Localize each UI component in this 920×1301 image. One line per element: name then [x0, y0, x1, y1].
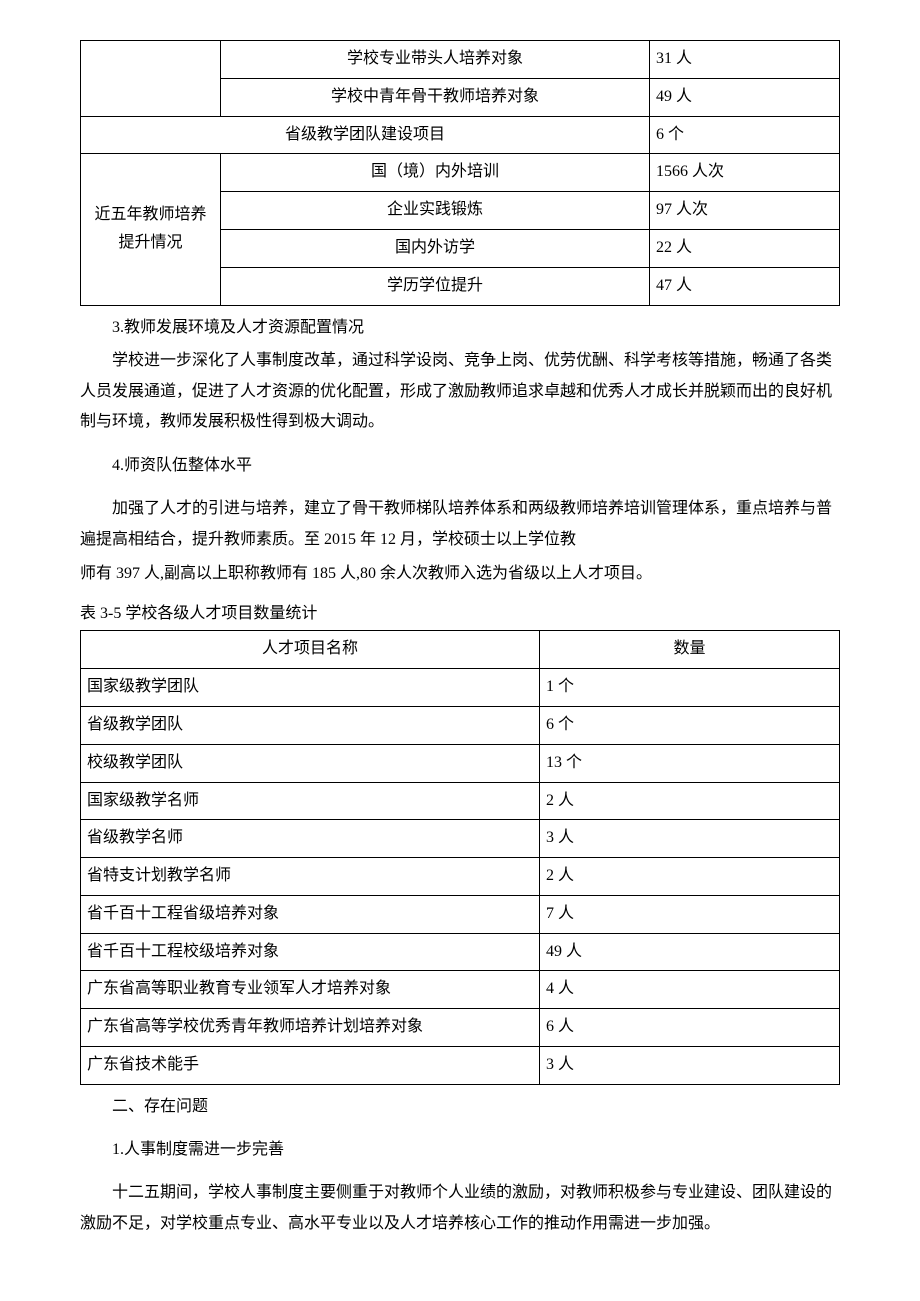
heading-sec4: 4.师资队伍整体水平	[80, 452, 840, 481]
cell-name: 广东省高等职业教育专业领军人才培养对象	[81, 971, 540, 1009]
cell-value: 1566 人次	[650, 154, 840, 192]
para-sec3: 学校进一步深化了人事制度改革，通过科学设岗、竞争上岗、优劳优酬、科学考核等措施，…	[80, 346, 840, 437]
cell-value: 22 人	[650, 229, 840, 267]
cell-value: 49 人	[650, 78, 840, 116]
cell-name: 国家级教学团队	[81, 669, 540, 707]
cell-qty: 6 个	[540, 706, 840, 744]
cell-qty: 1 个	[540, 669, 840, 707]
table-row: 广东省技术能手 3 人	[81, 1047, 840, 1085]
para-problems-1: 十二五期间，学校人事制度主要侧重于对教师个人业绩的激励，对教师积极参与专业建设、…	[80, 1178, 840, 1239]
table-row: 广东省高等职业教育专业领军人才培养对象 4 人	[81, 971, 840, 1009]
col-header-name: 人才项目名称	[81, 631, 540, 669]
cell-value: 47 人	[650, 267, 840, 305]
table-row: 学校专业带头人培养对象 31 人	[81, 41, 840, 79]
table-row: 省级教学团队建设项目 6 个	[81, 116, 840, 154]
cell-group-top	[81, 41, 221, 117]
cell-name: 校级教学团队	[81, 744, 540, 782]
table-row: 广东省高等学校优秀青年教师培养计划培养对象 6 人	[81, 1009, 840, 1047]
cell-qty: 3 人	[540, 1047, 840, 1085]
cell-name: 广东省技术能手	[81, 1047, 540, 1085]
cell-value: 97 人次	[650, 192, 840, 230]
cell-qty: 7 人	[540, 895, 840, 933]
cell-value: 6 个	[650, 116, 840, 154]
cell-qty: 3 人	[540, 820, 840, 858]
cell-item: 学历学位提升	[221, 267, 650, 305]
table-row: 省千百十工程校级培养对象 49 人	[81, 933, 840, 971]
table-row: 国家级教学名师 2 人	[81, 782, 840, 820]
cell-item-span: 省级教学团队建设项目	[81, 116, 650, 154]
col-header-qty: 数量	[540, 631, 840, 669]
cell-name: 省千百十工程校级培养对象	[81, 933, 540, 971]
cell-qty: 4 人	[540, 971, 840, 1009]
cell-name: 省级教学名师	[81, 820, 540, 858]
cell-group-5yr: 近五年教师培养提升情况	[81, 154, 221, 305]
table2-caption: 表 3-5 学校各级人才项目数量统计	[80, 600, 840, 629]
heading-problems-sub1: 1.人事制度需进一步完善	[80, 1136, 840, 1165]
table-row: 国家级教学团队 1 个	[81, 669, 840, 707]
table-header-row: 人才项目名称 数量	[81, 631, 840, 669]
para-sec4-2: 师有 397 人,副高以上职称教师有 185 人,80 余人次教师入选为省级以上…	[80, 559, 840, 589]
table-row: 省特支计划教学名师 2 人	[81, 858, 840, 896]
heading-sec3: 3.教师发展环境及人才资源配置情况	[80, 314, 840, 343]
table-row: 校级教学团队 13 个	[81, 744, 840, 782]
table-row: 近五年教师培养提升情况 国（境）内外培训 1566 人次	[81, 154, 840, 192]
table-row: 省级教学团队 6 个	[81, 706, 840, 744]
para-sec4-1: 加强了人才的引进与培养，建立了骨干教师梯队培养体系和两级教师培养培训管理体系，重…	[80, 494, 840, 555]
cell-qty: 49 人	[540, 933, 840, 971]
table-talent-projects: 人才项目名称 数量 国家级教学团队 1 个 省级教学团队 6 个 校级教学团队 …	[80, 630, 840, 1085]
cell-item: 企业实践锻炼	[221, 192, 650, 230]
cell-qty: 13 个	[540, 744, 840, 782]
heading-problems: 二、存在问题	[80, 1093, 840, 1122]
cell-name: 省特支计划教学名师	[81, 858, 540, 896]
cell-name: 省级教学团队	[81, 706, 540, 744]
table-row: 省级教学名师 3 人	[81, 820, 840, 858]
cell-qty: 6 人	[540, 1009, 840, 1047]
table-row: 省千百十工程省级培养对象 7 人	[81, 895, 840, 933]
cell-name: 广东省高等学校优秀青年教师培养计划培养对象	[81, 1009, 540, 1047]
table-teacher-training: 学校专业带头人培养对象 31 人 学校中青年骨干教师培养对象 49 人 省级教学…	[80, 40, 840, 306]
cell-item: 学校专业带头人培养对象	[221, 41, 650, 79]
cell-item: 学校中青年骨干教师培养对象	[221, 78, 650, 116]
cell-qty: 2 人	[540, 858, 840, 896]
cell-value: 31 人	[650, 41, 840, 79]
cell-item: 国内外访学	[221, 229, 650, 267]
cell-name: 国家级教学名师	[81, 782, 540, 820]
cell-name: 省千百十工程省级培养对象	[81, 895, 540, 933]
cell-item: 国（境）内外培训	[221, 154, 650, 192]
cell-qty: 2 人	[540, 782, 840, 820]
